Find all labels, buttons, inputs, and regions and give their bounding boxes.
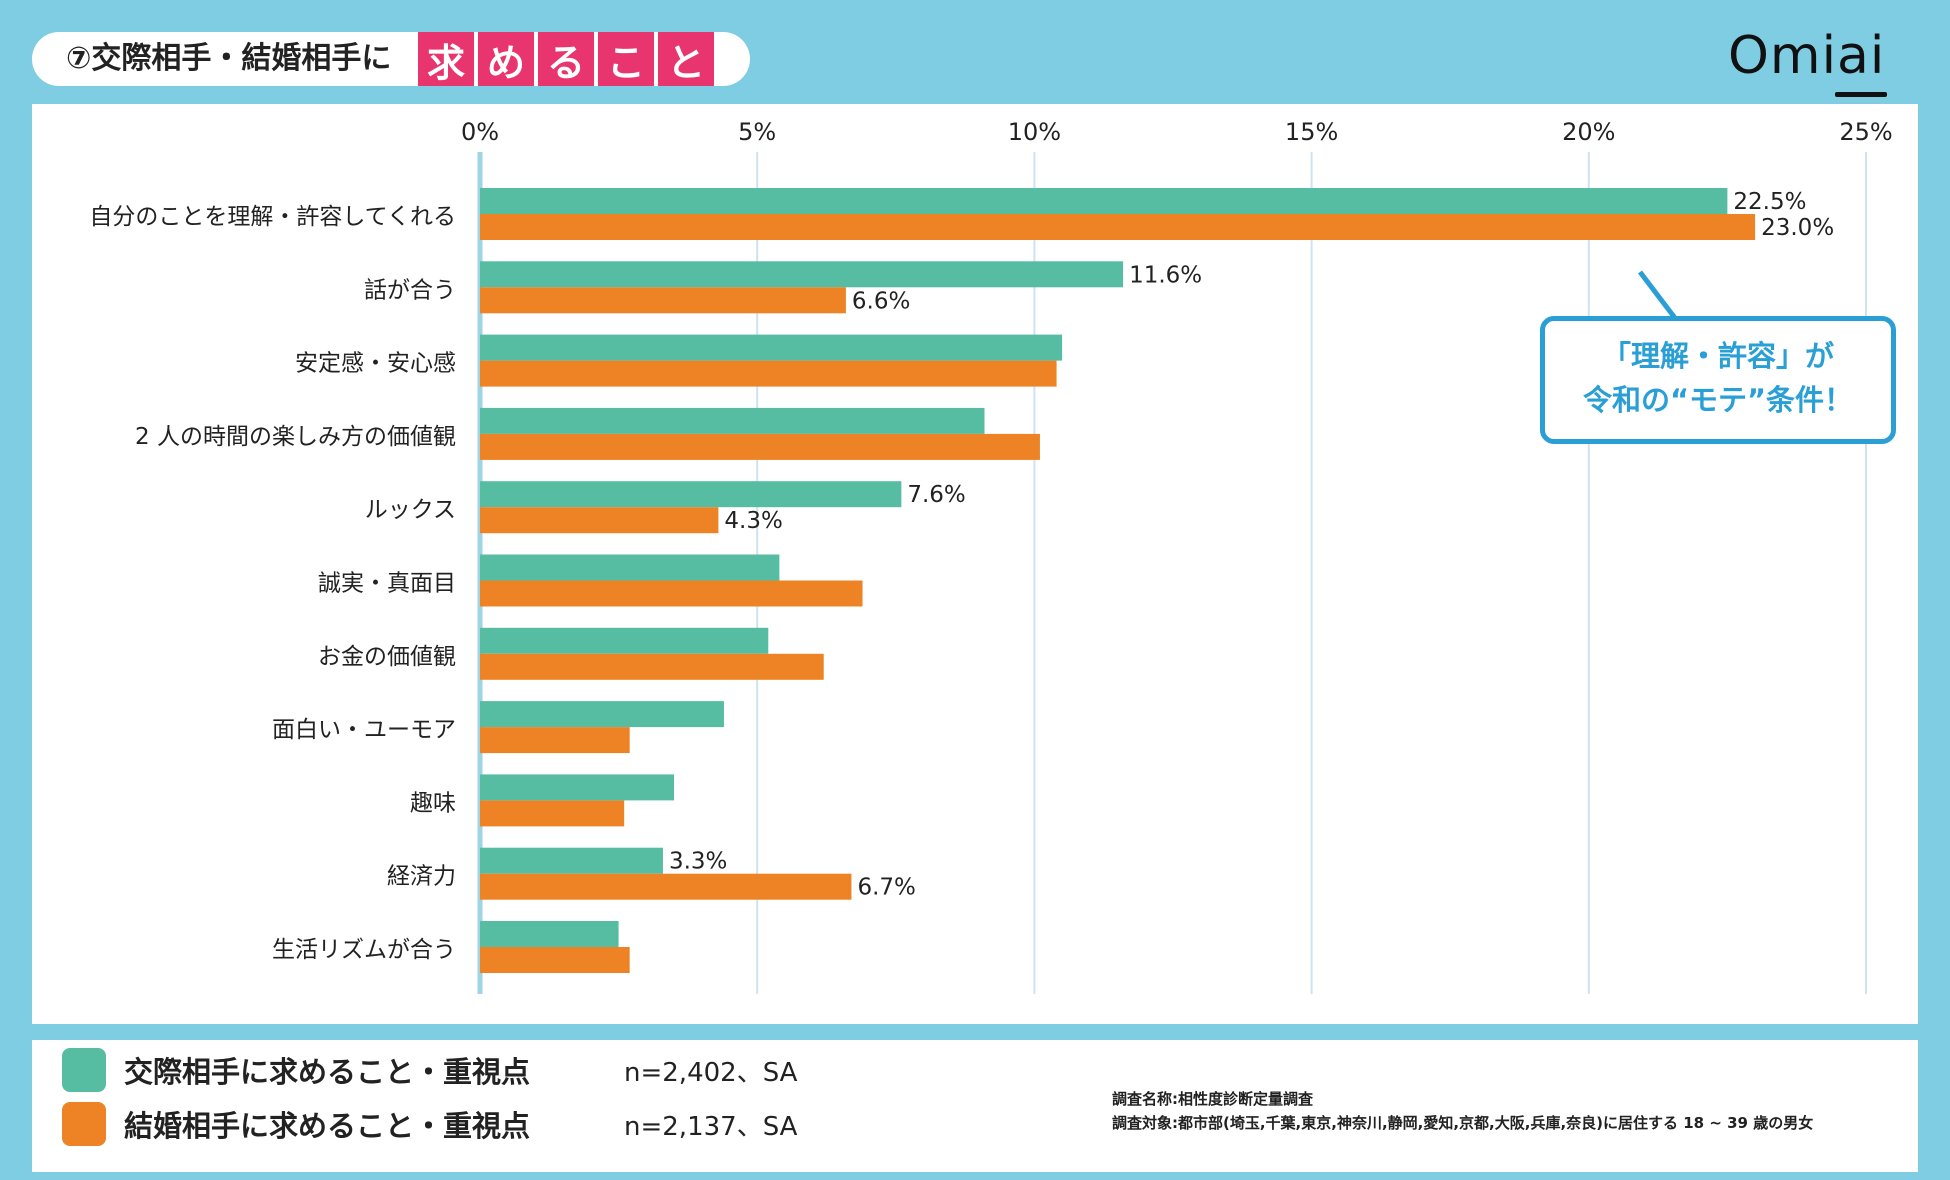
title-highlight-char: め	[478, 32, 534, 86]
legend-n-dating: n=2,402、SA	[624, 1057, 798, 1088]
legend-swatch-marriage	[62, 1102, 106, 1146]
x-tick-label: 5%	[738, 118, 776, 146]
title-highlight-char: こ	[598, 32, 654, 86]
bar-marriage	[480, 727, 630, 754]
data-label: 3.3%	[669, 849, 727, 875]
bar-dating	[480, 554, 780, 581]
data-label: 7.6%	[907, 482, 965, 508]
legend-n-marriage: n=2,137、SA	[624, 1111, 798, 1142]
bar-dating	[480, 774, 675, 801]
category-label: 生活リズムが合う	[272, 937, 456, 963]
category-label: お金の価値観	[318, 644, 456, 670]
logo-underline	[1835, 92, 1887, 97]
survey-name: 調査名称:相性度診断定量調査	[1112, 1090, 1313, 1108]
bar-marriage	[480, 433, 1040, 460]
bar-marriage	[480, 947, 630, 973]
bar-marriage	[480, 214, 1756, 240]
x-tick-label: 15%	[1285, 118, 1338, 146]
data-label: 22.5%	[1733, 189, 1806, 215]
x-tick-label: 25%	[1839, 118, 1892, 146]
bar-marriage	[480, 873, 852, 900]
data-label: 6.7%	[857, 875, 915, 901]
title-highlight-char: と	[658, 32, 714, 86]
title-highlight-char: 求	[418, 32, 474, 86]
bar-dating	[480, 407, 985, 434]
title-highlight: 求 め る こ と	[418, 32, 714, 86]
title-highlight-char: る	[538, 32, 594, 86]
x-tick-label: 20%	[1562, 118, 1615, 146]
callout-line-1: 「理解・許容」が	[1601, 339, 1834, 373]
survey-target: 調査対象:都市部(埼玉,千葉,東京,神奈川,静岡,愛知,京都,大阪,兵庫,奈良)…	[1112, 1114, 1814, 1132]
legend-item-dating: 交際相手に求めること・重視点 n=2,402、SA	[62, 1048, 797, 1092]
bar-dating	[480, 701, 724, 728]
category-label: 安定感・安心感	[295, 351, 456, 377]
callout-box	[1540, 316, 1896, 444]
bar-marriage	[480, 507, 719, 534]
data-label: 11.6%	[1129, 262, 1202, 288]
bar-marriage	[480, 800, 625, 827]
bar-marriage	[480, 580, 863, 607]
category-label: 誠実・真面目	[318, 571, 456, 597]
legend-label-marriage: 結婚相手に求めること・重視点	[124, 1109, 531, 1143]
x-tick-label: 0%	[461, 118, 499, 146]
chart-title: ⑦交際相手・結婚相手に	[66, 41, 392, 76]
omiai-logo: Omiai	[1728, 26, 1886, 86]
callout-line-2: 令和の“モテ”条件！	[1582, 383, 1854, 417]
legend-panel: 交際相手に求めること・重視点 n=2,402、SA 結婚相手に求めること・重視点…	[32, 1040, 1918, 1172]
bar-dating	[480, 481, 902, 508]
legend-swatch-dating	[62, 1048, 106, 1092]
x-tick-label: 10%	[1008, 118, 1061, 146]
data-label: 4.3%	[724, 508, 782, 534]
bar-dating	[480, 847, 663, 874]
data-label: 23.0%	[1761, 215, 1834, 241]
bar-dating	[480, 261, 1124, 288]
category-label: 趣味	[410, 790, 456, 816]
chart-panel: 0% 5% 10% 15% 20% 25% 自分のことを理解・許容してくれる 22.5% 23.…	[32, 104, 1918, 1024]
bar-marriage	[480, 287, 846, 314]
bar-dating	[480, 627, 769, 654]
bar-chart: 0% 5% 10% 15% 20% 25% 自分のことを理解・許容してくれる 22.5%23.…	[89, 118, 1893, 994]
category-label: 面白い・ユーモア	[272, 717, 456, 743]
bar-dating	[480, 921, 619, 947]
bar-marriage	[480, 653, 824, 680]
bar-dating	[480, 188, 1728, 214]
category-label: 話が合う	[364, 277, 456, 303]
legend-item-marriage: 結婚相手に求めること・重視点 n=2,137、SA	[62, 1102, 797, 1146]
callout-text: 「理解・許容」が 令和の“モテ”条件！	[1540, 334, 1896, 422]
bar-marriage	[480, 360, 1057, 387]
category-label: ルックス	[365, 497, 456, 523]
category-label: 2 人の時間の楽しみ方の価値観	[135, 424, 456, 450]
category-label: 自分のことを理解・許容してくれる	[89, 204, 456, 230]
bar-dating	[480, 334, 1063, 361]
category-label: 経済力	[387, 864, 456, 890]
legend-label-dating: 交際相手に求めること・重視点	[124, 1055, 531, 1089]
data-label: 6.6%	[852, 288, 910, 314]
